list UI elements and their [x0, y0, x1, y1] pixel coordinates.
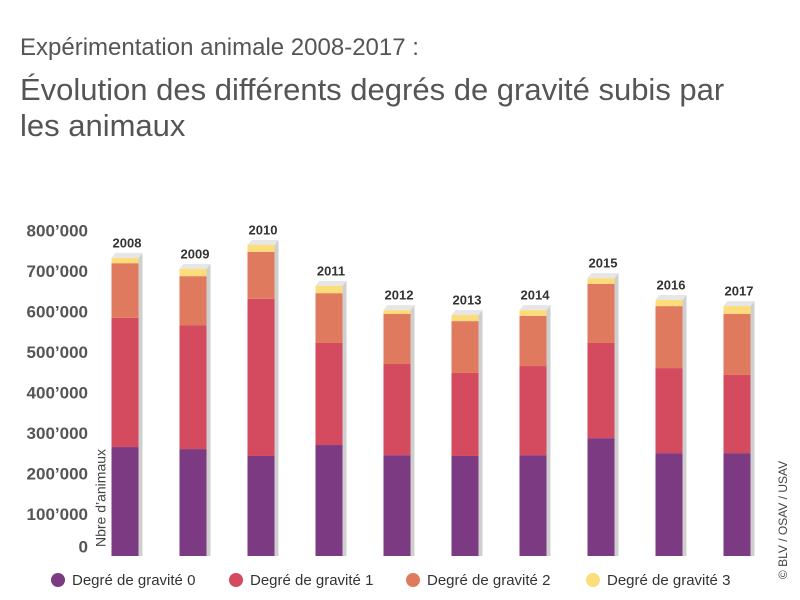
- bar-shadow: [274, 239, 279, 556]
- category-label: 2010: [249, 222, 278, 237]
- bar-segment: [383, 310, 411, 314]
- bar-segment: [383, 364, 411, 456]
- bar-segment: [179, 325, 207, 450]
- bar-segment: [587, 283, 615, 343]
- bar-segment: [519, 455, 547, 556]
- legend-swatch: [229, 573, 243, 587]
- bar-segment: [451, 321, 479, 373]
- y-tick-label: 100’000: [27, 505, 88, 524]
- bar-shadow: [138, 252, 143, 557]
- category-label: 2016: [657, 277, 686, 292]
- bar-segment: [247, 298, 275, 456]
- y-tick-label: 400’000: [27, 383, 88, 402]
- bar-segment: [723, 306, 751, 314]
- bar-segment: [587, 342, 615, 439]
- category-label: 2013: [453, 292, 482, 307]
- category-label: 2012: [385, 288, 414, 303]
- legend-swatch: [406, 573, 420, 587]
- bar-segment: [111, 263, 139, 318]
- bar-segment: [247, 244, 275, 252]
- y-tick-label: 800’000: [27, 221, 88, 240]
- bar-segment: [315, 342, 343, 446]
- bar-segment: [655, 453, 683, 556]
- bar-segment: [519, 315, 547, 367]
- bar-segment: [723, 313, 751, 375]
- category-label: 2009: [181, 246, 210, 261]
- bar-segment: [655, 306, 683, 369]
- category-label: 2008: [113, 235, 142, 250]
- bar-segment: [315, 293, 343, 343]
- bar-shadow: [614, 273, 619, 556]
- subtitle: Expérimentation animale 2008-2017 :: [20, 34, 419, 61]
- bar-top: [655, 295, 687, 301]
- bar-top: [315, 280, 347, 286]
- bar-shadow: [342, 280, 347, 556]
- bar-top: [111, 252, 143, 258]
- y-tick-label: 200’000: [27, 464, 88, 483]
- bar-segment: [247, 455, 275, 556]
- y-axis-label: Nbre d’animaux: [93, 449, 109, 547]
- bar-top: [247, 239, 279, 245]
- bar-segment: [723, 374, 751, 454]
- y-tick-label: 0: [79, 537, 88, 556]
- bar-segment: [587, 438, 615, 556]
- bar-top: [587, 273, 619, 279]
- bar-shadow: [410, 305, 415, 556]
- bar-segment: [383, 313, 411, 365]
- bar-segment: [519, 310, 547, 316]
- y-tick-label: 300’000: [27, 424, 88, 443]
- bar-segment: [247, 251, 275, 299]
- source: © BLV / OSAV / USAV: [776, 461, 790, 579]
- bar-segment: [111, 447, 139, 556]
- bar-segment: [519, 366, 547, 456]
- y-tick-label: 500’000: [27, 343, 88, 362]
- bar-top: [451, 310, 483, 316]
- bar-top: [723, 301, 755, 307]
- category-label: 2015: [589, 256, 618, 271]
- legend-label: Degré de gravité 0: [72, 572, 195, 589]
- bar-shadow: [682, 295, 687, 556]
- bar-segment: [451, 315, 479, 322]
- bar-shadow: [546, 305, 551, 556]
- bar-top: [179, 263, 211, 269]
- legend-swatch: [51, 573, 65, 587]
- bar-segment: [655, 300, 683, 307]
- bar-segment: [111, 257, 139, 264]
- bar-segment: [179, 449, 207, 556]
- category-label: 2014: [521, 288, 551, 303]
- bar-segment: [655, 368, 683, 454]
- bar-segment: [451, 372, 479, 456]
- legend-label: Degré de gravité 2: [427, 572, 550, 589]
- bar-segment: [383, 455, 411, 556]
- bar-segment: [315, 445, 343, 556]
- chart-title: Évolution des différents degrés de gravi…: [20, 72, 725, 143]
- bar-segment: [111, 317, 139, 448]
- legend-label: Degré de gravité 1: [250, 572, 373, 589]
- legend-label: Degré de gravité 3: [607, 572, 730, 589]
- bar-shadow: [478, 310, 483, 556]
- y-tick-label: 700’000: [27, 262, 88, 281]
- bar-shadow: [750, 301, 755, 556]
- bar-segment: [179, 276, 207, 326]
- category-label: 2011: [317, 263, 345, 278]
- legend-swatch: [586, 573, 600, 587]
- bar-segment: [315, 285, 343, 294]
- bar-segment: [451, 455, 479, 556]
- bar-top: [519, 305, 551, 311]
- bar-segment: [587, 278, 615, 284]
- bar-segment: [723, 453, 751, 556]
- bar-shadow: [206, 263, 211, 556]
- category-label: 2017: [725, 284, 754, 299]
- y-tick-label: 600’000: [27, 302, 88, 321]
- bar-top: [383, 305, 415, 311]
- bar-segment: [179, 268, 207, 277]
